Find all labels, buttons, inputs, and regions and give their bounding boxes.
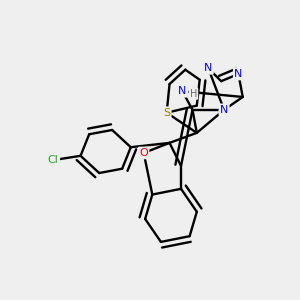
Text: N: N bbox=[234, 69, 243, 79]
Text: H: H bbox=[190, 88, 197, 98]
Text: N: N bbox=[204, 63, 212, 73]
Text: N: N bbox=[178, 86, 187, 96]
Text: O: O bbox=[139, 148, 148, 158]
Text: N: N bbox=[220, 105, 228, 115]
Text: Cl: Cl bbox=[48, 155, 59, 165]
Text: S: S bbox=[163, 108, 170, 118]
